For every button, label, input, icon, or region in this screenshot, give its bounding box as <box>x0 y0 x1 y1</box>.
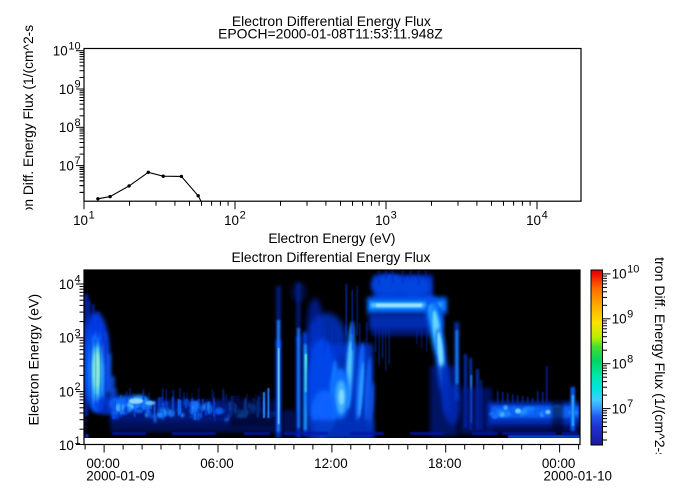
svg-text:00:00: 00:00 <box>542 456 576 471</box>
svg-text:2000-01-09: 2000-01-09 <box>86 468 155 483</box>
svg-text:2: 2 <box>240 210 246 222</box>
svg-text:00:00: 00:00 <box>86 456 120 471</box>
svg-text:10: 10 <box>59 384 74 399</box>
svg-text:Electron Diff. Energy Flux (1/: Electron Diff. Energy Flux (1/(cm^2-s <box>652 230 668 460</box>
svg-text:3: 3 <box>391 210 397 222</box>
svg-text:10: 10 <box>375 213 390 228</box>
svg-text:10: 10 <box>612 401 627 416</box>
svg-text:Electron Energy (eV): Electron Energy (eV) <box>27 294 43 426</box>
svg-text:10: 10 <box>59 331 74 346</box>
svg-text:10: 10 <box>68 40 80 52</box>
svg-text:EPOCH=2000-01-08T11:53:11.948Z: EPOCH=2000-01-08T11:53:11.948Z <box>218 25 443 41</box>
svg-text:1: 1 <box>75 435 81 447</box>
svg-text:9: 9 <box>75 79 81 91</box>
svg-text:10: 10 <box>59 120 74 135</box>
svg-text:Electron Differential Energy F: Electron Differential Energy Flux <box>232 249 431 265</box>
svg-text:10: 10 <box>627 264 639 276</box>
svg-text:18:00: 18:00 <box>428 456 462 471</box>
svg-text:10: 10 <box>224 213 239 228</box>
svg-text:8: 8 <box>75 117 81 129</box>
svg-text:2: 2 <box>75 381 81 393</box>
svg-text:10: 10 <box>59 438 74 453</box>
svg-text:10: 10 <box>612 357 627 372</box>
svg-text:06:00: 06:00 <box>200 456 234 471</box>
svg-text:2000-01-10: 2000-01-10 <box>544 468 613 483</box>
svg-text:12:00: 12:00 <box>314 456 348 471</box>
svg-text:Electron Diff. Energy Flux (1/: Electron Diff. Energy Flux (1/(cm^2-s <box>21 25 36 250</box>
svg-text:10: 10 <box>59 158 74 173</box>
svg-text:Electron Differential Energy F: Electron Differential Energy Flux <box>232 13 431 29</box>
svg-text:7: 7 <box>627 398 633 410</box>
svg-text:7: 7 <box>75 155 81 167</box>
svg-text:1: 1 <box>89 210 95 222</box>
svg-text:10: 10 <box>59 82 74 97</box>
svg-text:10: 10 <box>526 213 541 228</box>
svg-text:3: 3 <box>75 327 81 339</box>
svg-text:Electron Energy (eV): Electron Energy (eV) <box>268 231 395 246</box>
svg-text:8: 8 <box>627 353 633 365</box>
svg-text:10: 10 <box>73 213 88 228</box>
svg-text:4: 4 <box>542 210 548 222</box>
svg-text:4: 4 <box>75 274 81 286</box>
svg-text:10: 10 <box>612 267 627 282</box>
svg-text:10: 10 <box>53 44 68 59</box>
svg-text:9: 9 <box>627 308 633 320</box>
svg-text:10: 10 <box>59 277 74 292</box>
svg-text:10: 10 <box>612 312 627 327</box>
